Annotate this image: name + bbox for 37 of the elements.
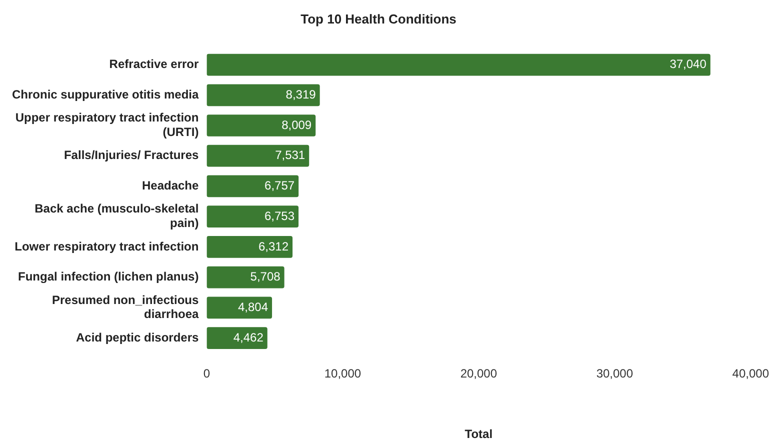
data-label: 37,040 (670, 57, 707, 72)
data-label: 4,462 (233, 330, 264, 344)
y-tick-label: Refractive error (109, 57, 200, 72)
y-tick-label: Fungal infection (lichen planus) (18, 270, 199, 284)
data-label: 8,319 (286, 87, 316, 102)
y-tick-label: Falls/Injuries/ Fractures (64, 148, 200, 162)
bar (206, 84, 320, 106)
bar (206, 206, 299, 228)
bar (206, 175, 299, 198)
bar (206, 54, 710, 76)
y-tick-label: Upper respiratory tract infection (URTI) (15, 110, 199, 140)
y-tick-label: Back ache (musculo-skeletal pain) (34, 202, 199, 230)
data-label: 8,009 (282, 118, 312, 132)
x-tick-label: 0 (203, 366, 210, 381)
x-tick-label: 40,000 (732, 366, 770, 381)
data-label: 5,708 (250, 270, 281, 284)
data-label: 6,312 (258, 239, 289, 254)
x-tick-label: 10,000 (324, 366, 362, 381)
y-tick-label: Lower respiratory tract infection (14, 239, 199, 254)
x-tick-label: 30,000 (596, 366, 634, 381)
x-axis-title: Total (464, 427, 493, 442)
data-label: 6,757 (264, 178, 295, 193)
data-label: 4,804 (238, 300, 268, 314)
chart-title: Top 10 Health Conditions (300, 11, 456, 26)
y-tick-label: Presumed non_infectious diarrhoea (52, 292, 200, 322)
bar (206, 296, 272, 319)
data-label: 7,531 (275, 148, 306, 162)
bar (206, 144, 310, 167)
bar (206, 327, 268, 349)
bar (206, 236, 293, 258)
data-label: 6,753 (264, 208, 295, 223)
x-tick-label: 20,000 (460, 366, 498, 381)
bar (206, 114, 316, 136)
y-tick-label: Acid peptic disorders (76, 330, 200, 344)
y-tick-label: Headache (142, 178, 200, 193)
y-tick-label: Chronic suppurative otitis media (12, 87, 200, 102)
bar (206, 266, 284, 288)
